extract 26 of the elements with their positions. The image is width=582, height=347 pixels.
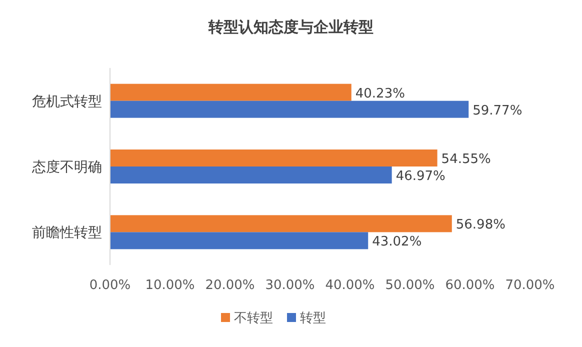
legend-label: 不转型 — [234, 311, 273, 326]
y-tick-label: 危机式转型 — [32, 94, 102, 110]
x-tick-label: 40.00% — [325, 278, 375, 293]
x-tick-label: 20.00% — [205, 278, 255, 293]
data-label: 46.97% — [396, 169, 446, 184]
x-tick-label: 0.00% — [89, 278, 131, 293]
data-label: 59.77% — [472, 103, 522, 118]
data-label: 54.55% — [441, 152, 491, 167]
bar — [110, 232, 368, 250]
bar — [110, 100, 469, 118]
chart-title: 转型认知态度与企业转型 — [208, 18, 374, 36]
x-tick-label: 60.00% — [445, 278, 495, 293]
x-tick-label: 30.00% — [265, 278, 315, 293]
data-label: 56.98% — [456, 218, 506, 233]
x-tick-label: 10.00% — [145, 278, 195, 293]
bar — [110, 150, 438, 166]
x-tick-label: 70.00% — [505, 278, 555, 293]
x-tick-label: 50.00% — [385, 278, 435, 293]
bar — [110, 215, 452, 232]
y-tick-label: 前瞻性转型 — [32, 225, 102, 242]
bar — [110, 166, 392, 184]
legend-label: 转型 — [300, 311, 326, 326]
y-tick-label: 态度不明确 — [31, 160, 102, 176]
data-label: 43.02% — [372, 234, 422, 250]
bar — [110, 84, 352, 101]
data-label: 40.23% — [355, 86, 405, 102]
